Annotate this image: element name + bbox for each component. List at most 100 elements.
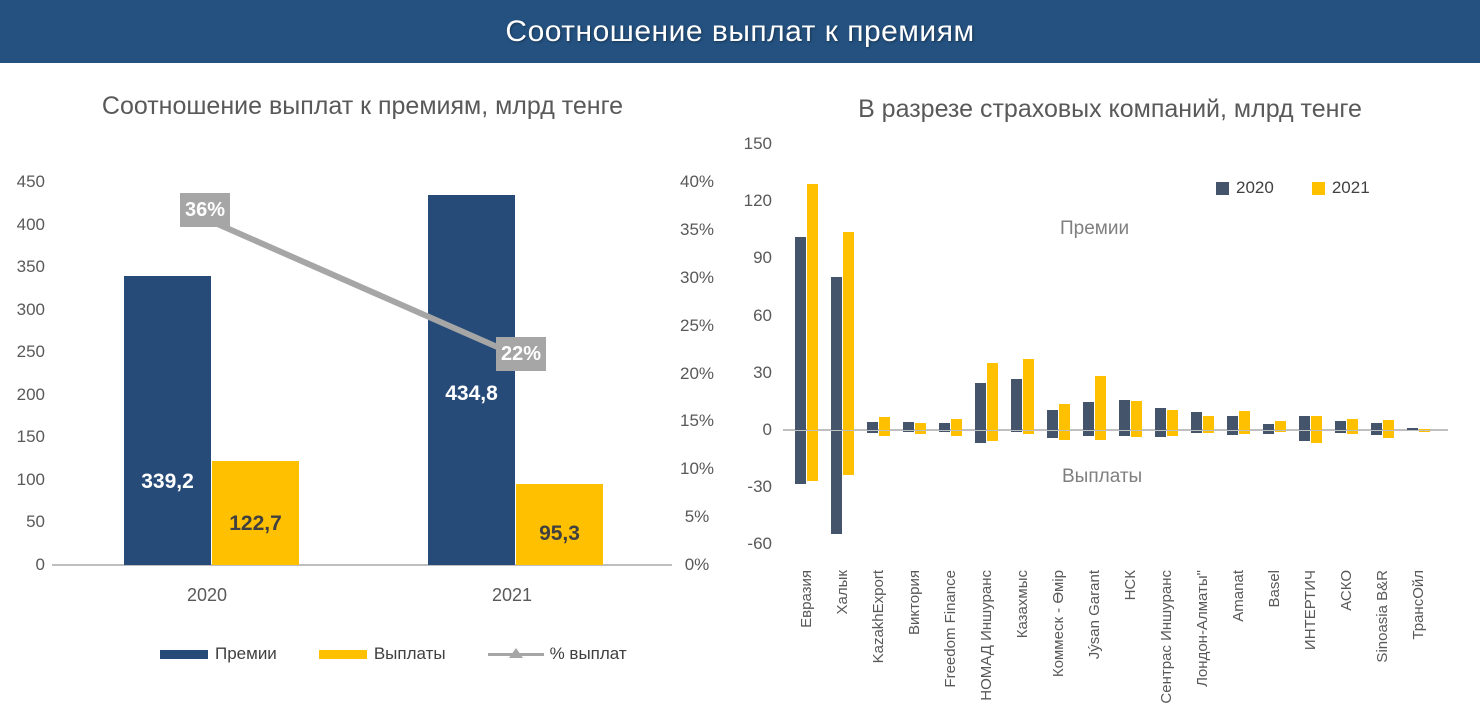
x-company-label: Сентрас Иншуранс [1158, 570, 1175, 704]
bar-premium_2020-Казахмыс [1011, 379, 1022, 430]
x-company-label: АСКО [1338, 570, 1355, 611]
bar-payout_2021-Freedom Finance [951, 431, 962, 437]
bar-payout_2021-ТрансОйл [1419, 431, 1430, 432]
pct-y-tick: 35% [679, 219, 715, 239]
bar-premium_2020-ИНТЕРТИЧ [1299, 415, 1310, 430]
left-chart-title: Соотношение выплат к премиям, млрд тенге [101, 92, 624, 120]
bar-premium_2021-НОМАД Иншуранс [987, 363, 998, 430]
annotation-premii: Премии [1060, 218, 1130, 239]
left-y-tick: 150 [16, 427, 45, 447]
bar-premium_2020-Amanat [1227, 416, 1238, 430]
bar-premium_2020-Sinoasia B&R [1371, 423, 1382, 430]
legend-swatch-pct-line [487, 647, 544, 661]
pct-y-tick: 20% [679, 363, 715, 383]
bar-premium_2020-Basel [1263, 424, 1274, 430]
bar-Выплаты-2021 [516, 483, 603, 565]
bar-payout_2020-Халык [831, 431, 842, 534]
bar-payout_2020-KazakhExport [867, 431, 878, 433]
pct-y-tick: 5% [684, 507, 710, 527]
right-y-tick: 150 [743, 134, 772, 153]
x-category-label: 2020 [186, 585, 228, 605]
bar-premium_2020-Евразия [795, 237, 806, 430]
left-y-tick: 100 [16, 469, 45, 489]
header-band: Соотношение выплат к премиям [0, 0, 1480, 63]
bar-premium_2021-Jýsan Garant [1095, 375, 1106, 430]
right-y-tick: -60 [747, 534, 772, 554]
legend-swatch-2020 [1216, 181, 1229, 195]
pct-line [202, 213, 521, 360]
x-company-label: НСК [1122, 570, 1139, 601]
pct-y-tick: 10% [679, 459, 715, 479]
right-y-tick: -30 [747, 477, 772, 497]
bar-Выплаты-2020 [212, 460, 299, 565]
bar-payout_2020-Sinoasia B&R [1371, 431, 1382, 435]
bar-payout_2020-Виктория [903, 431, 914, 433]
bar-payout_2020-Freedom Finance [939, 431, 950, 432]
bar-premium_2021-НСК [1131, 401, 1142, 430]
left-y-tick: 0 [35, 555, 45, 574]
left-y-tick: 50 [26, 512, 45, 532]
bar-premium_2021-Basel [1275, 420, 1286, 430]
right-y-tick: 30 [753, 362, 772, 382]
legend-swatch-premii [160, 649, 208, 659]
bar-premium_2020-Сентрас Иншуранс [1155, 407, 1166, 430]
annotation-vyplaty: Выплаты [1062, 466, 1143, 487]
x-company-label: Amanat [1230, 570, 1247, 622]
left-y-tick: 350 [16, 257, 45, 277]
legend-label-2020: 2020 [1236, 178, 1274, 197]
right-y-tick: 120 [743, 191, 772, 211]
pct-y-tick: 15% [679, 411, 715, 431]
bar-premium_2020-KazakhExport [867, 422, 878, 430]
bar-premium_2021-Freedom Finance [951, 418, 962, 430]
bar-payout_2020-Казахмыс [1011, 431, 1022, 432]
pct-y-tick: 40% [679, 172, 715, 191]
bar-payout_2021-Sinoasia B&R [1383, 431, 1394, 438]
bar-premium_2020-Коммеск - Өмір [1047, 409, 1058, 430]
bar-premium_2020-Лондон-Алматы" [1191, 411, 1202, 430]
legend-label-2021: 2021 [1331, 178, 1370, 197]
x-company-label: Basel [1266, 570, 1283, 608]
bar-payout_2020-НСК [1119, 431, 1130, 436]
bar-payout_2021-Казахмыс [1023, 431, 1034, 435]
legend-swatch-vyplaty [318, 649, 367, 659]
bar-payout_2020-АСКО [1335, 431, 1346, 433]
pct-data-label: 36% [180, 193, 230, 227]
right-chart-legend: 2020 2021 [1216, 178, 1370, 198]
bar-payout_2020-Лондон-Алматы" [1191, 431, 1202, 433]
bar-premium_2020-Виктория [903, 421, 914, 430]
left-y-tick: 200 [16, 384, 45, 404]
bar-premium_2020-НОМАД Иншуранс [975, 383, 986, 430]
bar-premium_2021-Евразия [807, 184, 818, 430]
x-company-label: Лондон-Алматы" [1194, 570, 1211, 687]
x-company-label: KazakhExport [870, 570, 887, 664]
bar-premium_2020-Jýsan Garant [1083, 402, 1094, 430]
bar-premium_2020-НСК [1119, 399, 1130, 430]
x-company-label: Sinoasia B&R [1374, 570, 1391, 663]
bar-payout_2021-Халык [843, 431, 854, 475]
bar-premium_2021-Виктория [915, 422, 926, 430]
bar-payout_2021-НСК [1131, 431, 1142, 437]
bar-payout_2020-Сентрас Иншуранс [1155, 431, 1166, 437]
bar-payout_2021-Basel [1275, 431, 1286, 432]
bar-payout_2021-Коммеск - Өмір [1059, 431, 1070, 440]
left-chart-legend: Премии Выплаты % выплат [160, 644, 627, 664]
x-axis-line [52, 564, 672, 566]
bar-payout_2021-KazakhExport [879, 431, 890, 436]
bar-payout_2021-АСКО [1347, 431, 1358, 435]
bar-premium_2021-Лондон-Алматы" [1203, 415, 1214, 430]
right-chart: В разрезе страховых компаний, млрд тенге… [700, 70, 1480, 704]
x-company-label: Евразия [798, 570, 815, 628]
legend-label-vyplaty: Выплаты [373, 644, 446, 663]
bar-premium_2020-Freedom Finance [939, 423, 950, 430]
bar-payout_2020-НОМАД Иншуранс [975, 431, 986, 443]
bar-payout_2021-ИНТЕРТИЧ [1311, 431, 1322, 443]
bar-premium_2021-Сентрас Иншуранс [1167, 410, 1178, 430]
pct-y-tick: 30% [679, 267, 715, 287]
bar-payout_2020-Amanat [1227, 431, 1238, 435]
bar-premium_2021-АСКО [1347, 419, 1358, 430]
pct-y-tick: 0% [684, 555, 710, 574]
bar-premium_2020-АСКО [1335, 421, 1346, 430]
bar-payout_2021-Виктория [915, 431, 926, 435]
left-y-tick: 250 [16, 342, 45, 362]
pct-y-tick: 25% [679, 315, 715, 335]
